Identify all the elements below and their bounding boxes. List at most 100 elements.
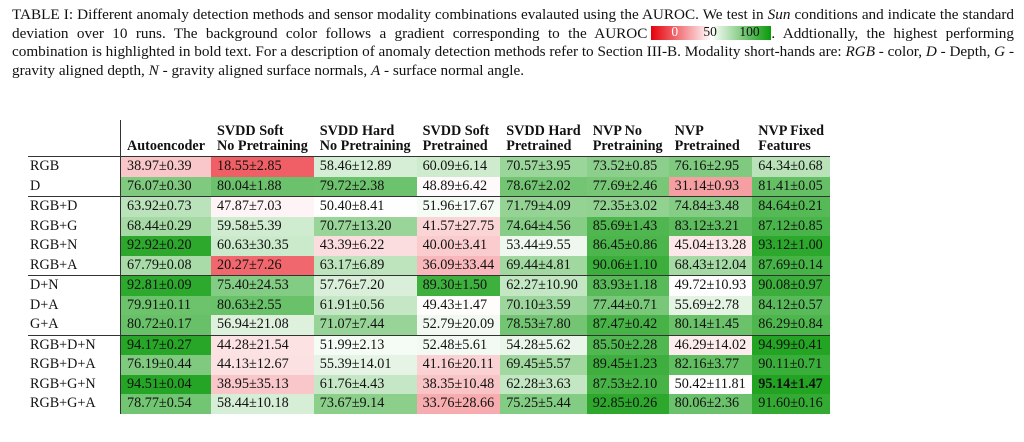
table-cell: 92.81±0.09	[120, 275, 212, 296]
caption-text: - surface normal angle.	[380, 61, 525, 79]
table-row: RGB 38.97±0.39 18.55±2.85 58.46±12.89 60.09±…	[28, 156, 831, 177]
table-cell: 49.72±10.93	[668, 275, 753, 296]
table-cell: 48.89±6.42	[416, 176, 501, 197]
table-cell: 89.45±1.23	[586, 355, 669, 375]
table-cell: 78.77±0.54	[120, 394, 212, 414]
table-cell: 80.63±2.55	[211, 295, 314, 315]
table-cell: 60.09±6.14	[416, 156, 501, 177]
row-label: D+A	[28, 295, 121, 315]
table-cell: 82.16±3.77	[668, 355, 753, 375]
row-label: RGB+G+A	[28, 394, 121, 414]
column-header-line2: Pretraining	[592, 138, 663, 154]
column-header-line2: Pretrained	[422, 138, 488, 154]
table-row: RGB+D+A 76.19±0.44 44.13±12.67 55.39±14.01 4…	[28, 355, 831, 375]
table-cell: 46.29±14.02	[668, 335, 753, 355]
table-cell: 90.08±0.97	[752, 275, 831, 296]
table-cell: 94.99±0.41	[752, 335, 831, 355]
column-header-line2: Features	[758, 138, 811, 154]
row-label: G+A	[28, 315, 121, 336]
row-label: RGB+N	[28, 236, 121, 256]
column-header: SVDD Hard No Pretraining	[313, 120, 417, 157]
table-cell: 55.69±2.78	[668, 295, 753, 315]
table-cell: 67.79±0.08	[120, 255, 212, 276]
results-table: Autoencoder SVDD Soft No Pretraining SVDD H…	[28, 120, 831, 414]
table-cell: 68.43±12.04	[668, 255, 753, 276]
table-cell: 54.28±5.62	[500, 335, 587, 355]
table-cell: 51.99±2.13	[313, 335, 417, 355]
table-cell: 20.27±7.26	[211, 255, 314, 276]
color-gradient-legend: 0 50 100	[651, 23, 772, 40]
table-cell: 83.12±3.21	[668, 216, 753, 236]
table-cell: 69.44±4.81	[500, 255, 587, 276]
table-row: D+N 92.81±0.09 75.40±24.53 57.76±7.20 89.30±…	[28, 275, 831, 296]
table-cell: 74.64±4.56	[500, 216, 587, 236]
column-header-line1: NVP No	[592, 123, 642, 139]
column-header-line1: NVP	[674, 123, 704, 139]
table-cell: 94.51±0.04	[120, 374, 212, 394]
column-header: SVDD Hard Pretrained	[500, 120, 587, 157]
caption-d: D	[925, 43, 937, 61]
caption-text: - gravity aligned depth,	[12, 43, 1014, 79]
table-cell: 45.04±13.28	[668, 236, 753, 256]
column-header-line1: Autoencoder	[127, 138, 206, 154]
column-header: SVDD Soft Pretrained	[416, 120, 501, 157]
table-cell: 93.12±1.00	[752, 236, 831, 256]
row-label: RGB+D+A	[28, 355, 121, 375]
table-row: RGB+G+N 94.51±0.04 38.95±35.13 61.76±4.43 38…	[28, 374, 831, 394]
table-cell: 87.47±0.42	[586, 315, 669, 336]
table-cell: 68.44±0.29	[120, 216, 212, 236]
table-cell: 44.28±21.54	[211, 335, 314, 355]
column-header-line2: Pretrained	[506, 138, 572, 154]
table-cell: 53.44±9.55	[500, 236, 587, 256]
table-cell: 92.92±0.20	[120, 236, 212, 256]
row-label: RGB+G	[28, 216, 121, 236]
caption-text: conditions and indicate the standard dev…	[12, 6, 1015, 42]
table-cell: 89.30±1.50	[416, 275, 501, 296]
table-cell: 80.72±0.17	[120, 315, 212, 336]
table-cell: 92.85±0.26	[586, 394, 669, 414]
row-label: RGB+D+N	[28, 335, 121, 355]
table-body: RGB 38.97±0.39 18.55±2.85 58.46±12.89 60.09±…	[28, 156, 831, 414]
column-header: NVP No Pretraining	[586, 120, 669, 157]
table-cell: 64.34±0.68	[752, 156, 831, 177]
table-cell: 61.91±0.56	[313, 295, 417, 315]
table-cell: 77.44±0.71	[586, 295, 669, 315]
column-header: NVP Pretrained	[668, 120, 753, 157]
table-cell: 61.76±4.43	[313, 374, 417, 394]
table-cell: 83.93±1.18	[586, 275, 669, 296]
legend-mid-label: 50	[703, 23, 717, 39]
table-cell: 70.77±13.20	[313, 216, 417, 236]
table-cell: 57.76±7.20	[313, 275, 417, 296]
row-label: RGB+G+N	[28, 374, 121, 394]
caption-text: - color,	[874, 43, 926, 61]
table-cell: 18.55±2.85	[211, 156, 314, 177]
table-row: RGB+D+N 94.17±0.27 44.28±21.54 51.99±2.13 52…	[28, 335, 831, 355]
table-cell: 59.58±5.39	[211, 216, 314, 236]
table-cell: 80.14±1.45	[668, 315, 753, 336]
table-cell: 79.91±0.11	[120, 295, 212, 315]
table-cell: 60.63±30.35	[211, 236, 314, 256]
table-cell: 80.04±1.88	[211, 176, 314, 197]
table-cell: 78.53±7.80	[500, 315, 587, 336]
table-cell: 49.43±1.47	[416, 295, 501, 315]
column-header: SVDD Soft No Pretraining	[211, 120, 314, 157]
table-cell: 47.87±7.03	[211, 196, 314, 217]
table-cell: 74.84±3.48	[668, 196, 753, 217]
table-cell: 50.42±11.81	[668, 374, 753, 394]
table-cell: 94.17±0.27	[120, 335, 212, 355]
table-cell: 86.29±0.84	[752, 315, 831, 336]
table-row: RGB+G+A 78.77±0.54 58.44±10.18 73.67±9.14 33…	[28, 394, 831, 414]
column-header-line1: NVP Fixed	[758, 123, 825, 139]
table-caption: TABLE I: Different anomaly detection met…	[12, 6, 1015, 79]
table-cell: 91.60±0.16	[752, 394, 831, 414]
row-label: RGB	[28, 156, 121, 177]
column-header-line2: Pretrained	[674, 138, 740, 154]
table-cell: 52.48±5.61	[416, 335, 501, 355]
table-cell: 63.17±6.89	[313, 255, 417, 276]
table-cell: 77.69±2.46	[586, 176, 669, 197]
table-cell: 38.95±35.13	[211, 374, 314, 394]
caption-rgb: RGB	[845, 43, 875, 61]
table-cell: 78.67±2.02	[500, 176, 587, 197]
row-label: RGB+A	[28, 255, 121, 276]
column-header: NVP Fixed Features	[752, 120, 831, 157]
